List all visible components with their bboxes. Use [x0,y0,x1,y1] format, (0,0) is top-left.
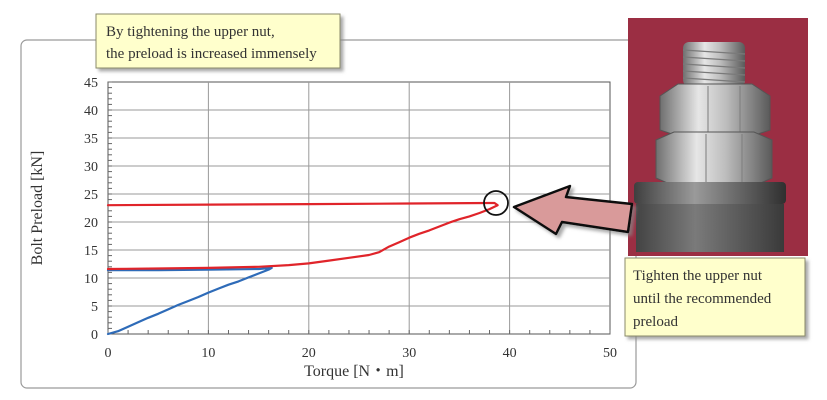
target-circle [483,190,509,216]
x-tick-label: 0 [105,346,112,361]
grid [108,82,610,334]
x-tick-label: 10 [201,346,215,361]
y-tick-label: 30 [84,160,98,175]
upper-nut [659,83,771,137]
right-callout-line1: Tighten the upper nut [633,268,763,284]
series-line-2 [106,201,499,271]
washer [634,182,786,204]
y-tick-label: 20 [84,216,98,231]
right-callout-line3: preload [633,314,678,330]
lower-nut [655,131,773,187]
top-callout-line2: the preload is increased immensely [106,46,317,62]
y-tick-label: 35 [84,132,98,147]
series-line-1 [106,266,273,336]
y-tick-label: 0 [91,328,98,343]
y-tick-labels: 0 5 10 15 20 25 30 35 40 45 [84,76,98,343]
pointer-arrow [512,184,634,236]
x-tick-label: 40 [503,346,517,361]
top-callout [95,13,341,69]
y-tick-label: 10 [84,272,98,287]
right-callout [624,257,806,337]
top-callout-line1: By tightening the upper nut, [106,24,275,40]
y-tick-label: 15 [84,244,98,259]
minor-ticks [107,81,611,335]
y-tick-label: 45 [84,76,98,91]
x-tick-label: 50 [603,346,617,361]
x-tick-label: 20 [302,346,316,361]
x-tick-label: 30 [402,346,416,361]
bolt-photo [628,18,808,256]
y-axis-label: Bolt Preload [kN] [29,151,46,266]
y-tick-label: 25 [84,188,98,203]
y-tick-label: 5 [91,300,98,315]
right-callout-line2: until the recommended [633,291,772,307]
x-tick-labels: 0 10 20 30 40 50 [105,346,618,361]
series-group [106,201,499,336]
y-tick-label: 40 [84,104,98,119]
x-axis-label: Torque [N・m] [304,363,404,380]
